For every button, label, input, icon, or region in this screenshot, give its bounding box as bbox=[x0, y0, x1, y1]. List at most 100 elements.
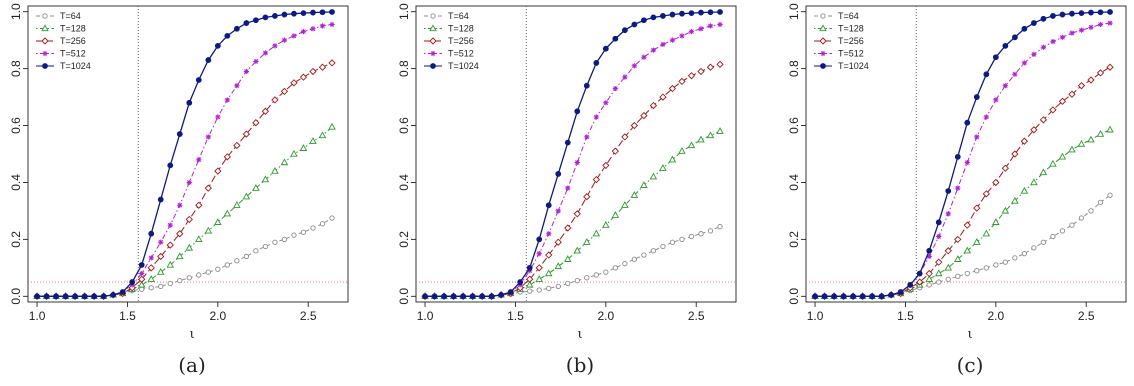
data-point bbox=[593, 60, 600, 66]
series-t-256 bbox=[421, 60, 724, 300]
data-point bbox=[1096, 69, 1105, 77]
data-point bbox=[1077, 82, 1086, 90]
data-point bbox=[1068, 90, 1076, 98]
data-point bbox=[1011, 150, 1019, 158]
data-point bbox=[859, 293, 866, 300]
data-point bbox=[687, 141, 696, 149]
data-point bbox=[945, 211, 951, 217]
x-tick-label: 2.5 bbox=[300, 309, 317, 323]
data-point bbox=[554, 262, 563, 270]
legend-label: T=128 bbox=[838, 24, 864, 34]
data-point bbox=[992, 218, 1000, 225]
data-point bbox=[1087, 135, 1095, 143]
data-point bbox=[936, 279, 942, 285]
data-point bbox=[602, 161, 610, 170]
data-point bbox=[272, 13, 278, 19]
data-point bbox=[318, 131, 327, 139]
data-point bbox=[660, 243, 666, 250]
data-point bbox=[897, 289, 904, 295]
data-point bbox=[982, 229, 991, 237]
data-point bbox=[954, 153, 961, 160]
data-point bbox=[888, 291, 895, 298]
data-point bbox=[679, 10, 685, 17]
data-point bbox=[641, 54, 647, 60]
data-point bbox=[469, 293, 476, 300]
data-point bbox=[593, 114, 599, 120]
data-point bbox=[963, 221, 971, 229]
data-point bbox=[564, 255, 572, 262]
data-point bbox=[668, 155, 677, 163]
data-point bbox=[176, 131, 183, 137]
legend-label: T=1024 bbox=[838, 61, 869, 71]
data-point bbox=[261, 175, 270, 183]
data-point bbox=[1021, 250, 1028, 257]
legend-marker bbox=[42, 50, 48, 57]
data-point bbox=[564, 139, 571, 146]
data-point bbox=[573, 246, 582, 254]
data-point bbox=[205, 269, 211, 275]
data-point bbox=[555, 208, 561, 214]
data-point bbox=[1088, 24, 1094, 30]
data-point bbox=[574, 278, 580, 284]
data-point bbox=[1097, 199, 1104, 206]
data-point bbox=[1107, 20, 1113, 26]
data-point bbox=[717, 223, 723, 230]
data-point bbox=[544, 269, 553, 277]
y-tick-label: 0.0 bbox=[787, 288, 801, 305]
y-tick-label: 0.2 bbox=[9, 231, 23, 248]
data-point bbox=[215, 266, 221, 272]
data-point bbox=[290, 79, 298, 87]
data-point bbox=[1021, 25, 1028, 32]
y-tick-label: 0.6 bbox=[397, 117, 411, 134]
data-point bbox=[158, 283, 164, 289]
data-point bbox=[1069, 30, 1075, 36]
legend-label: T=64 bbox=[60, 11, 81, 21]
data-point bbox=[281, 37, 288, 43]
data-point bbox=[878, 293, 885, 300]
data-point bbox=[535, 275, 543, 282]
data-point bbox=[177, 278, 183, 284]
series-t-1024 bbox=[812, 9, 1113, 300]
data-point bbox=[1096, 129, 1105, 137]
data-point bbox=[1002, 259, 1008, 265]
data-point bbox=[319, 9, 326, 16]
data-point bbox=[299, 73, 308, 81]
data-point bbox=[992, 54, 999, 61]
y-tick-label: 1.0 bbox=[397, 3, 411, 20]
data-point bbox=[1039, 116, 1048, 124]
panel-caption: (c) bbox=[957, 353, 984, 377]
series-t-256 bbox=[33, 59, 336, 300]
data-point bbox=[602, 221, 610, 228]
legend: T=64 T=128 T=256 T=512 T=1024 bbox=[424, 11, 479, 71]
data-point bbox=[1107, 192, 1113, 198]
data-point bbox=[431, 293, 438, 300]
data-point bbox=[243, 253, 250, 260]
data-point bbox=[955, 185, 961, 191]
data-point bbox=[993, 97, 999, 103]
legend-marker bbox=[41, 37, 49, 45]
y-tick-label: 0.0 bbox=[9, 288, 23, 305]
data-point bbox=[1050, 13, 1056, 19]
data-point bbox=[158, 239, 164, 245]
data-point bbox=[186, 99, 193, 106]
data-point bbox=[1002, 83, 1008, 89]
data-point bbox=[1078, 27, 1085, 33]
data-point bbox=[1058, 97, 1067, 105]
data-point bbox=[233, 25, 240, 32]
data-point bbox=[1059, 11, 1066, 18]
series-t-128 bbox=[811, 125, 1114, 299]
data-point bbox=[936, 233, 942, 240]
data-point bbox=[526, 264, 533, 271]
data-point bbox=[706, 131, 715, 139]
data-point bbox=[964, 119, 971, 126]
data-point bbox=[717, 21, 723, 28]
data-point bbox=[574, 108, 581, 115]
legend-marker bbox=[429, 24, 437, 32]
x-tick-label: 1.0 bbox=[807, 309, 824, 323]
x-tick-label: 1.0 bbox=[417, 309, 434, 323]
data-point bbox=[91, 293, 98, 300]
data-point bbox=[926, 253, 932, 260]
data-point bbox=[195, 77, 202, 83]
data-point bbox=[1106, 125, 1114, 133]
data-point bbox=[319, 23, 326, 29]
